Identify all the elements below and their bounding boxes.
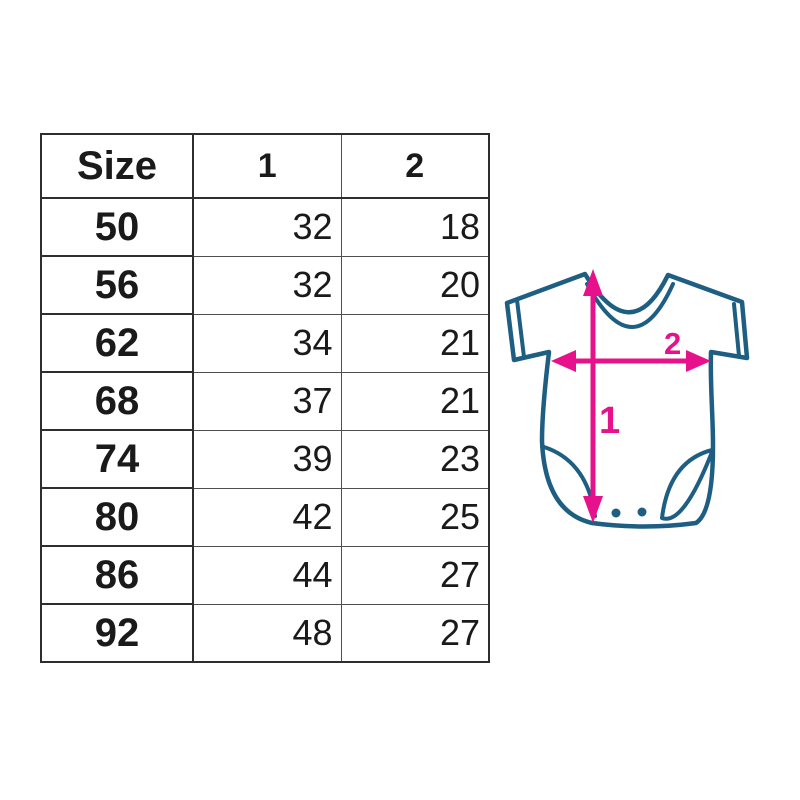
size-cell: 86 [40,545,194,605]
size-table-body: 50 32 18 56 32 20 62 34 21 68 37 21 74 39 23 80 42 25 86 44… [40,197,490,663]
measurement-cell: 32 [192,255,342,315]
measurement-cell: 21 [340,371,490,431]
measurement-cell: 42 [192,487,342,547]
measurement-cell: 39 [192,429,342,489]
size-cell: 74 [40,429,194,489]
header-row: Size 1 2 [40,133,490,199]
left-cuff-line [515,298,526,359]
measurement-cell: 27 [340,545,490,605]
arrow-label-2: 2 [664,326,681,361]
measurement-cell: 34 [192,313,342,373]
size-cell: 68 [40,371,194,431]
measurement-cell: 48 [192,603,342,663]
measurement-cell: 20 [340,255,490,315]
bodysuit-outline-icon [504,271,750,529]
measurement-cell: 37 [192,371,342,431]
measurement-cell: 23 [340,429,490,489]
measurement-cell: 32 [192,197,342,257]
table-row: 62 34 21 [40,313,490,373]
table-row: 80 42 25 [40,487,490,547]
header-measure-1: 1 [192,133,342,199]
snap-dot [611,508,621,518]
header-size: Size [40,133,194,199]
table-row: 92 48 27 [40,603,490,663]
measurement-cell: 18 [340,197,490,257]
measurement-cell: 44 [192,545,342,605]
table-row: 86 44 27 [40,545,490,605]
header-measure-2: 2 [340,133,490,199]
table-row: 68 37 21 [40,371,490,431]
table-header: Size 1 2 [40,133,490,199]
size-chart-table: Size 1 2 50 32 18 56 32 20 62 34 21 68 37 21 74 39 23 8… [40,133,490,663]
size-cell: 92 [40,603,194,663]
size-cell: 62 [40,313,194,373]
baby-bodysuit-diagram: 1 2 [504,269,750,529]
bodysuit-silhouette [504,271,750,529]
measurement-cell: 27 [340,603,490,663]
snap-dot [637,507,647,517]
width-arrow [551,350,711,372]
table-row: 74 39 23 [40,429,490,489]
right-leg-opening-line [660,448,714,521]
arrow-label-1: 1 [599,400,620,442]
collar-inner-line [585,282,675,329]
length-arrow [583,269,603,523]
table-row: 50 32 18 [40,197,490,257]
measurement-cell: 21 [340,313,490,373]
measurement-cell: 25 [340,487,490,547]
table-row: 56 32 20 [40,255,490,315]
size-cell: 50 [40,197,194,257]
size-cell: 56 [40,255,194,315]
size-cell: 80 [40,487,194,547]
right-cuff-line [732,302,741,358]
